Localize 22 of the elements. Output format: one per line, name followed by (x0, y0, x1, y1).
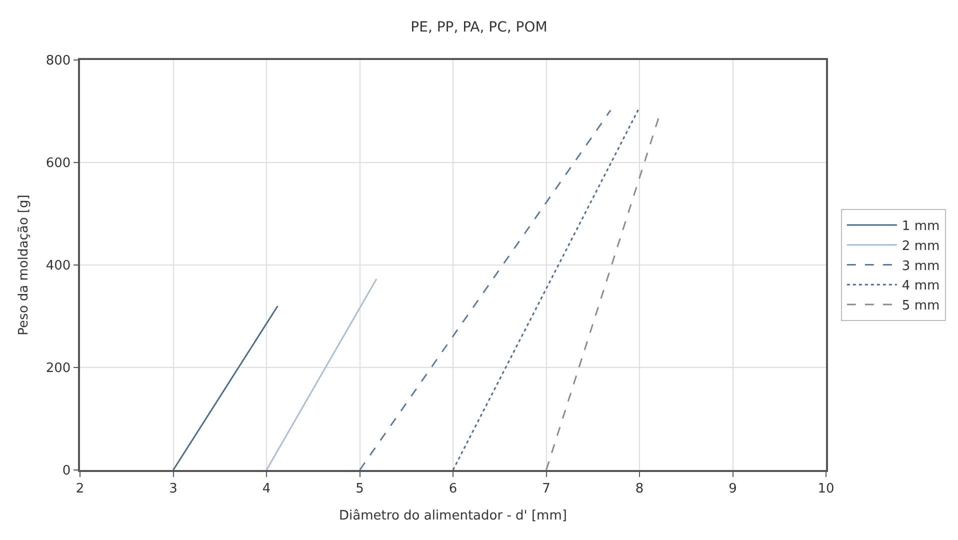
y-tick-label: 0 (62, 464, 71, 479)
y-tick-label: 400 (46, 258, 71, 274)
legend-label: 1 mm (902, 219, 940, 234)
x-tick-label: 5 (356, 481, 364, 496)
x-tick-label: 6 (448, 481, 458, 496)
x-axis-title: Diâmetro do alimentador - d' [mm] (339, 508, 567, 524)
legend-label: 5 mm (902, 298, 940, 314)
y-tick-label: 600 (46, 156, 71, 172)
x-tick-label: 10 (818, 481, 834, 496)
x-tick-label: 7 (542, 481, 550, 496)
y-tick-label: 200 (46, 361, 71, 376)
y-tick-label: 800 (46, 54, 71, 69)
legend-label: 2 mm (902, 238, 940, 254)
x-tick-label: 9 (728, 481, 737, 496)
legend-label: 3 mm (902, 258, 940, 274)
chart-title: PE, PP, PA, PC, POM (410, 19, 548, 36)
y-axis-title: Peso da moldação [g] (16, 194, 32, 336)
legend-label: 4 mm (902, 278, 940, 294)
x-tick-label: 8 (635, 481, 644, 496)
x-tick-label: 2 (76, 481, 84, 496)
x-tick-label: 3 (169, 481, 178, 496)
x-tick-label: 4 (262, 481, 271, 496)
